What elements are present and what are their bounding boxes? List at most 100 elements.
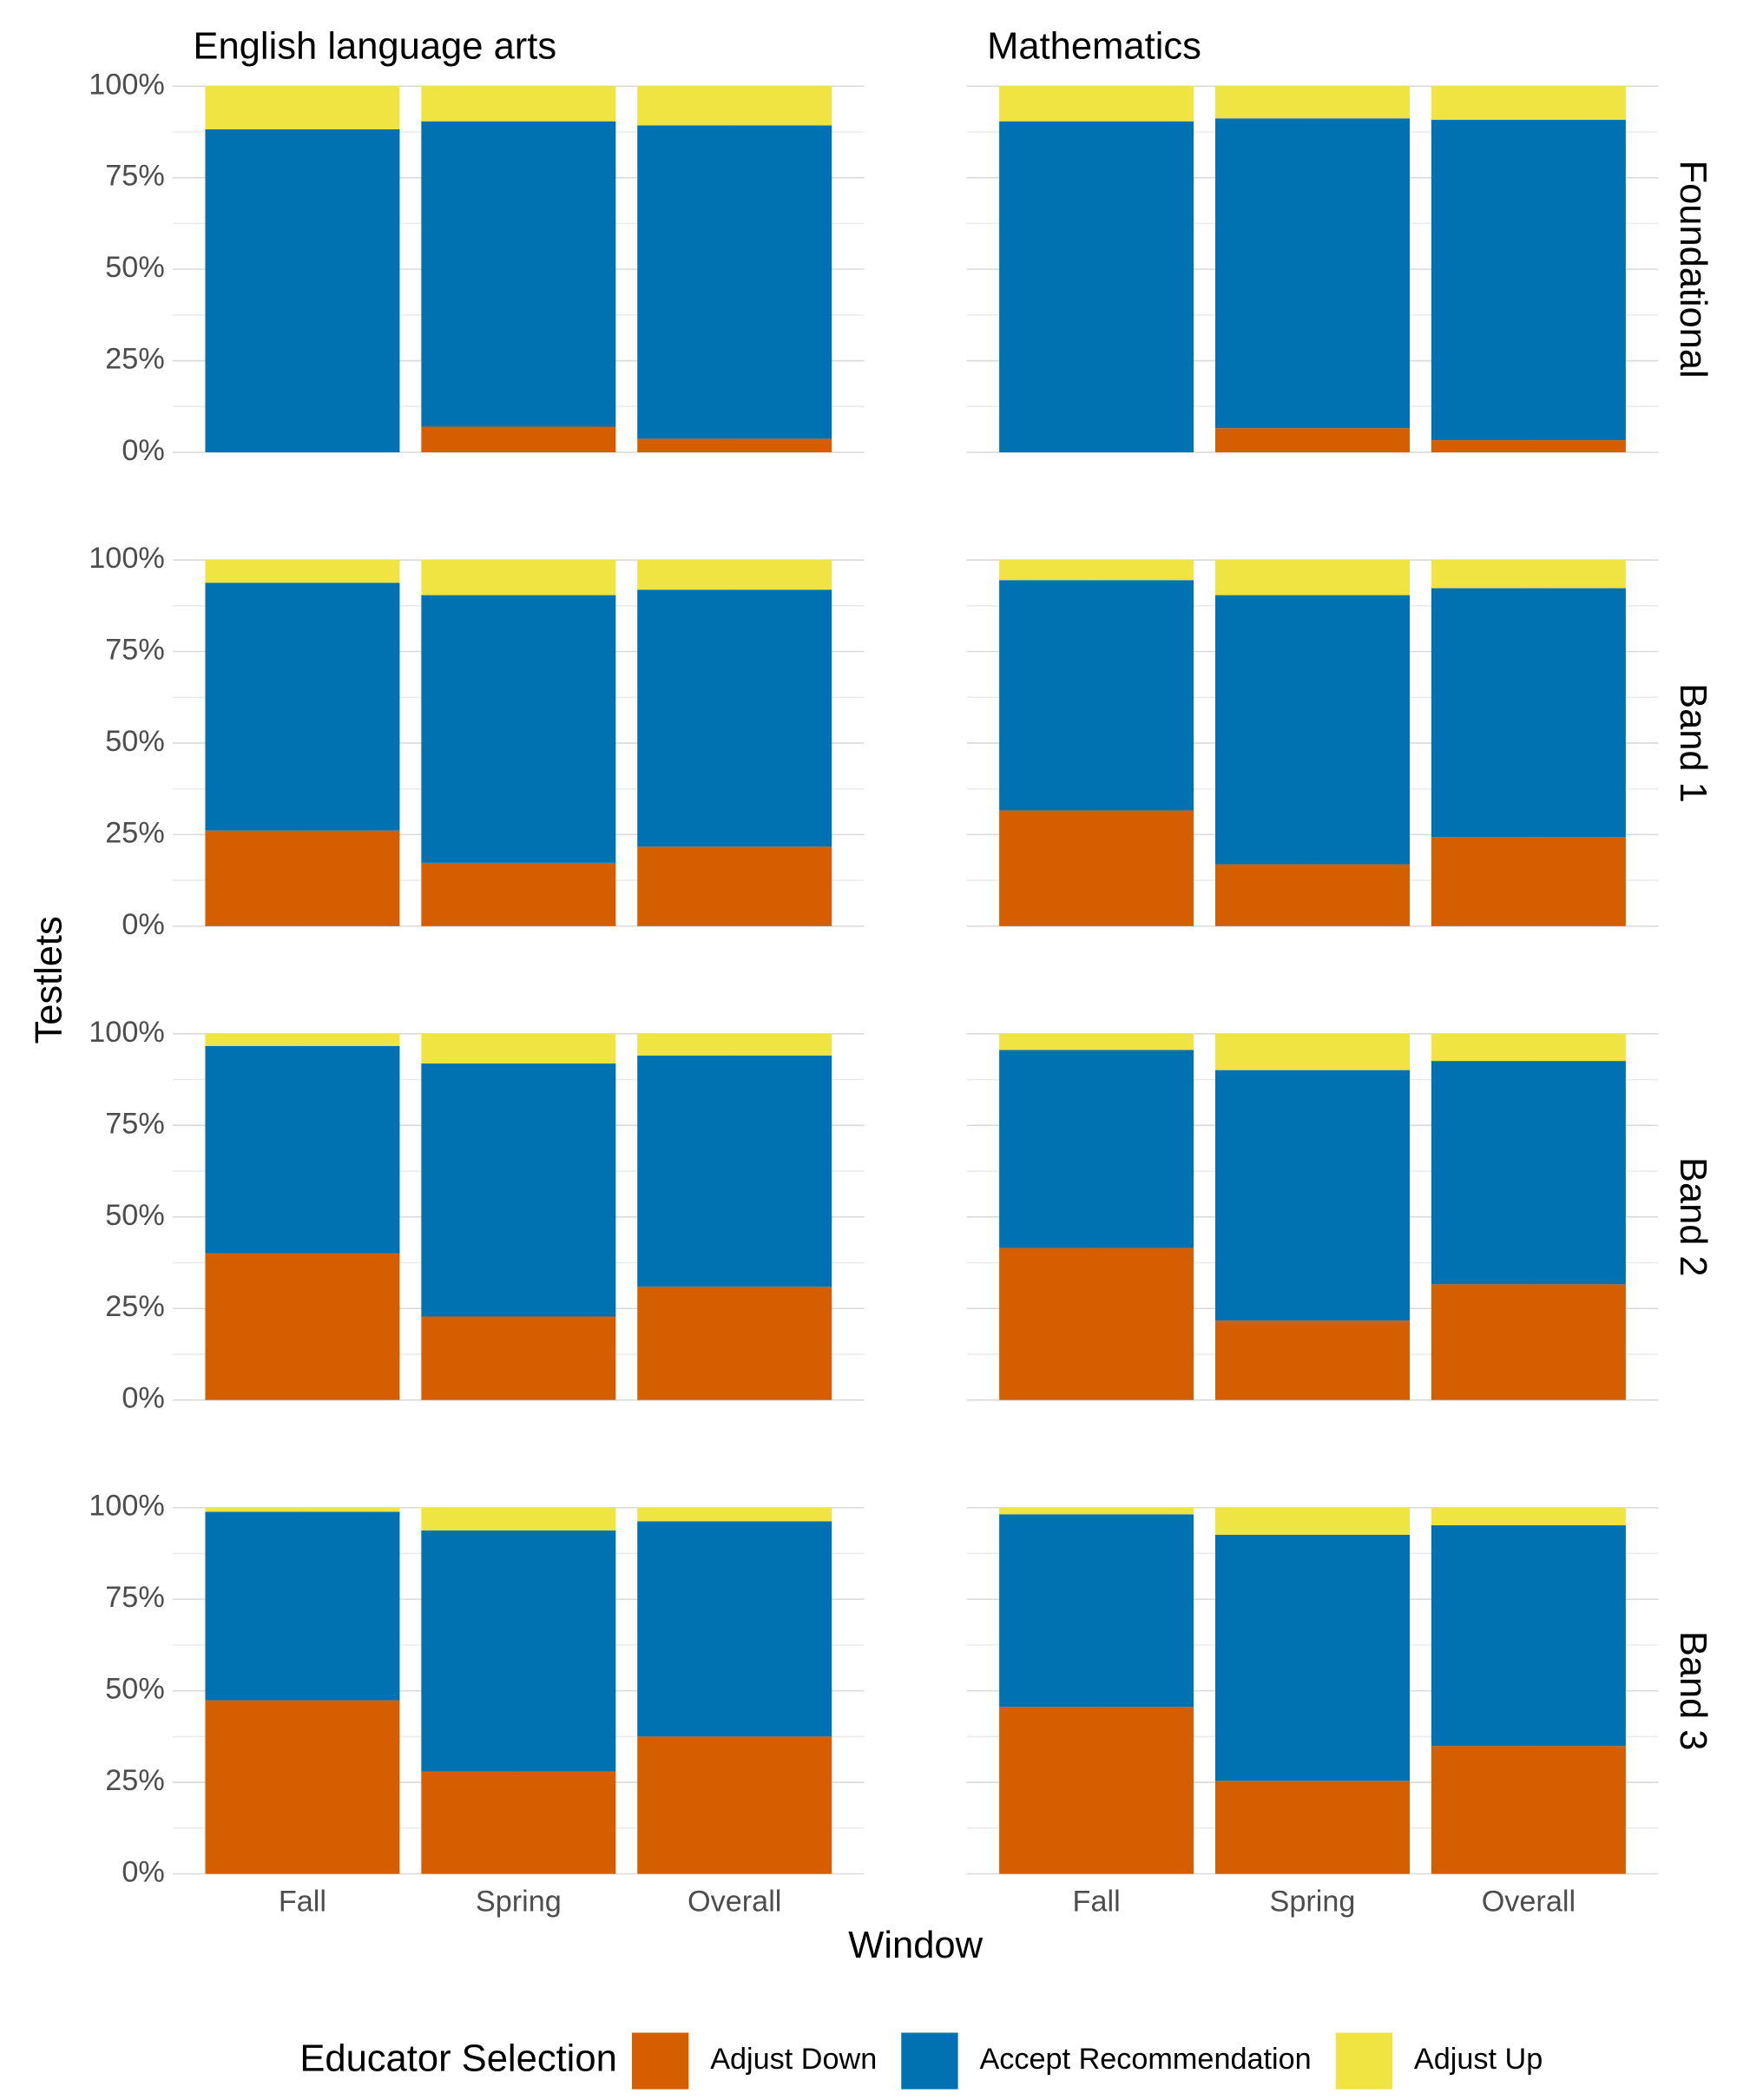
bar-segment xyxy=(999,1033,1194,1050)
bar-segment xyxy=(1215,1070,1410,1321)
bar-segment xyxy=(205,86,400,130)
bar-segment xyxy=(1215,1534,1410,1781)
legend-label: Adjust Down xyxy=(710,2043,877,2076)
bar-segment xyxy=(637,560,832,590)
legend-key xyxy=(901,2032,958,2090)
bar-segment xyxy=(205,1045,400,1254)
bar-segment xyxy=(999,86,1194,122)
bar-segment xyxy=(205,583,400,831)
y-tick-label: 100% xyxy=(89,1016,164,1049)
facet-row-label: Foundational xyxy=(1672,161,1714,379)
bar-segment xyxy=(999,810,1194,926)
bar-segment xyxy=(1431,1524,1626,1747)
bar-segment xyxy=(1215,595,1410,865)
bar-segment xyxy=(1431,837,1626,926)
bar-segment xyxy=(1215,864,1410,926)
bar-segment xyxy=(205,129,400,453)
legend-label: Accept Recommendation xyxy=(979,2043,1311,2076)
y-tick-label: 50% xyxy=(105,1199,164,1232)
bar-segment xyxy=(421,560,616,596)
bar-segment xyxy=(421,426,616,453)
x-tick-label: Fall xyxy=(279,1886,326,1919)
x-tick-label: Overall xyxy=(688,1886,781,1919)
bar-segment xyxy=(1431,120,1626,441)
bar-segment xyxy=(637,1055,832,1287)
bar-segment xyxy=(637,1521,832,1737)
bar-segment xyxy=(421,1507,616,1531)
y-axis-label: Testlets xyxy=(29,916,70,1043)
bar-segment xyxy=(421,1771,616,1874)
bar-segment xyxy=(999,560,1194,581)
bar-segment xyxy=(1215,1033,1410,1070)
x-axis-label: Window xyxy=(848,1925,983,1966)
bar-segment xyxy=(637,1033,832,1056)
y-tick-label: 75% xyxy=(105,1107,164,1140)
legend-key xyxy=(1335,2032,1393,2090)
facet-column-label: Mathematics xyxy=(987,25,1201,67)
bar-segment xyxy=(637,1507,832,1522)
bar-segment xyxy=(1431,440,1626,453)
facet-row-label: Band 1 xyxy=(1672,683,1714,803)
facet-column-label: English language arts xyxy=(193,25,556,67)
bar-segment xyxy=(205,830,400,926)
bar-segment xyxy=(637,846,832,926)
y-tick-label: 75% xyxy=(105,160,164,193)
y-tick-label: 100% xyxy=(89,1490,164,1523)
bar-segment xyxy=(637,438,832,453)
bar-segment xyxy=(421,1033,616,1064)
bar-segment xyxy=(637,86,832,126)
bar-segment xyxy=(1215,1781,1410,1874)
y-tick-label: 0% xyxy=(122,434,164,467)
bar-segment xyxy=(421,1063,616,1317)
x-tick-label: Fall xyxy=(1073,1886,1121,1919)
y-tick-label: 100% xyxy=(89,542,164,575)
y-tick-label: 0% xyxy=(122,908,164,941)
bar-segment xyxy=(1431,588,1626,838)
bar-segment xyxy=(1431,1746,1626,1874)
bar-segment xyxy=(637,589,832,847)
x-tick-label: Overall xyxy=(1482,1886,1576,1919)
y-tick-label: 50% xyxy=(105,251,164,284)
bar-segment xyxy=(421,862,616,926)
bar-segment xyxy=(637,1736,832,1874)
bar-segment xyxy=(421,121,616,427)
bar-segment xyxy=(1431,1033,1626,1062)
bar-segment xyxy=(999,1507,1194,1515)
y-tick-label: 25% xyxy=(105,816,164,849)
x-tick-label: Spring xyxy=(476,1886,562,1919)
y-tick-label: 25% xyxy=(105,343,164,376)
bar-segment xyxy=(1215,1320,1410,1400)
bar-segment xyxy=(999,121,1194,453)
legend-title: Educator Selection xyxy=(299,2038,616,2080)
bar-segment xyxy=(205,1700,400,1874)
y-tick-label: 0% xyxy=(122,1856,164,1889)
legend-key xyxy=(632,2032,689,2090)
bar-segment xyxy=(1215,86,1410,119)
y-tick-label: 50% xyxy=(105,725,164,758)
bar-segment xyxy=(1215,428,1410,453)
bar-segment xyxy=(637,1287,832,1400)
facet-row-label: Band 3 xyxy=(1672,1631,1714,1751)
x-tick-label: Spring xyxy=(1270,1886,1356,1919)
bar-segment xyxy=(999,1050,1194,1248)
bar-segment xyxy=(999,1514,1194,1708)
bar-segment xyxy=(421,86,616,122)
y-tick-label: 75% xyxy=(105,1581,164,1614)
bar-segment xyxy=(1215,118,1410,429)
legend-label: Adjust Up xyxy=(1414,2043,1543,2076)
y-tick-label: 25% xyxy=(105,1290,164,1323)
bar-segment xyxy=(421,1530,616,1772)
bar-segment xyxy=(1215,1507,1410,1535)
bar-segment xyxy=(1431,86,1626,121)
bar-segment xyxy=(1431,1061,1626,1285)
facet-row-label: Band 2 xyxy=(1672,1157,1714,1277)
bar-segment xyxy=(421,595,616,863)
y-tick-label: 100% xyxy=(89,68,164,101)
bar-segment xyxy=(1215,560,1410,596)
bar-segment xyxy=(205,1253,400,1400)
bar-segment xyxy=(1431,1284,1626,1400)
bar-segment xyxy=(205,560,400,583)
y-tick-label: 25% xyxy=(105,1764,164,1797)
